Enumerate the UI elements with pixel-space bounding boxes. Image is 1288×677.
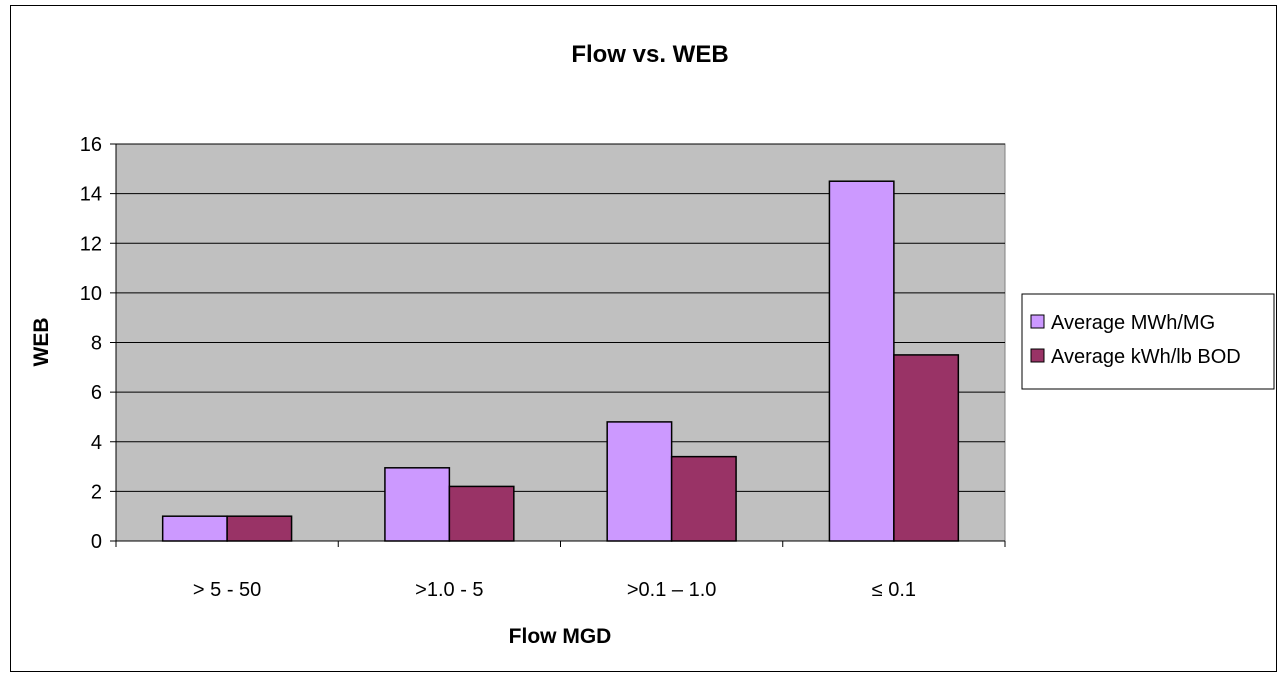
bar-mwh-per-mg (606, 421, 673, 542)
x-tick-labels: > 5 - 50 >1.0 - 5 >0.1 – 1.0 ≤ 0.1 (193, 579, 916, 601)
legend-swatch (1030, 314, 1045, 329)
bar-kwh-per-lb-bod (448, 485, 515, 542)
bars (161, 180, 960, 542)
y-axis-title: WEB (30, 318, 53, 367)
chart-title: Flow vs. WEB (571, 41, 728, 68)
x-tick-label: >0.1 – 1.0 (627, 579, 717, 601)
bar-kwh-per-lb-bod (670, 455, 737, 542)
x-tick-label: >1.0 - 5 (415, 579, 483, 601)
legend: Average MWh/MG Average kWh/lb BOD (1021, 293, 1275, 390)
y-tick-labels: 0 2 4 6 8 10 12 14 16 (80, 134, 102, 553)
bar-mwh-per-mg (161, 515, 228, 542)
y-tick-label: 8 (91, 333, 102, 355)
y-tick-label: 2 (91, 481, 102, 503)
axes (110, 143, 1006, 547)
y-tick-label: 10 (80, 283, 102, 305)
legend-label: Average MWh/MG (1051, 312, 1215, 334)
bar-mwh-per-mg (828, 180, 895, 542)
legend-label: Average kWh/lb BOD (1051, 346, 1241, 368)
bar-kwh-per-lb-bod (226, 515, 293, 542)
legend-box (1021, 293, 1275, 390)
x-axis-title: Flow MGD (509, 625, 612, 648)
x-tick-label: ≤ 0.1 (872, 579, 916, 601)
y-tick-label: 16 (80, 134, 102, 156)
x-tick-label: > 5 - 50 (193, 579, 261, 601)
bar-kwh-per-lb-bod (893, 354, 960, 542)
y-tick-label: 6 (91, 382, 102, 404)
y-tick-label: 4 (91, 432, 102, 454)
y-tick-label: 0 (91, 531, 102, 553)
legend-swatch (1030, 348, 1045, 363)
bar-mwh-per-mg (384, 467, 451, 542)
y-tick-label: 12 (80, 233, 102, 255)
y-tick-label: 14 (80, 184, 102, 206)
